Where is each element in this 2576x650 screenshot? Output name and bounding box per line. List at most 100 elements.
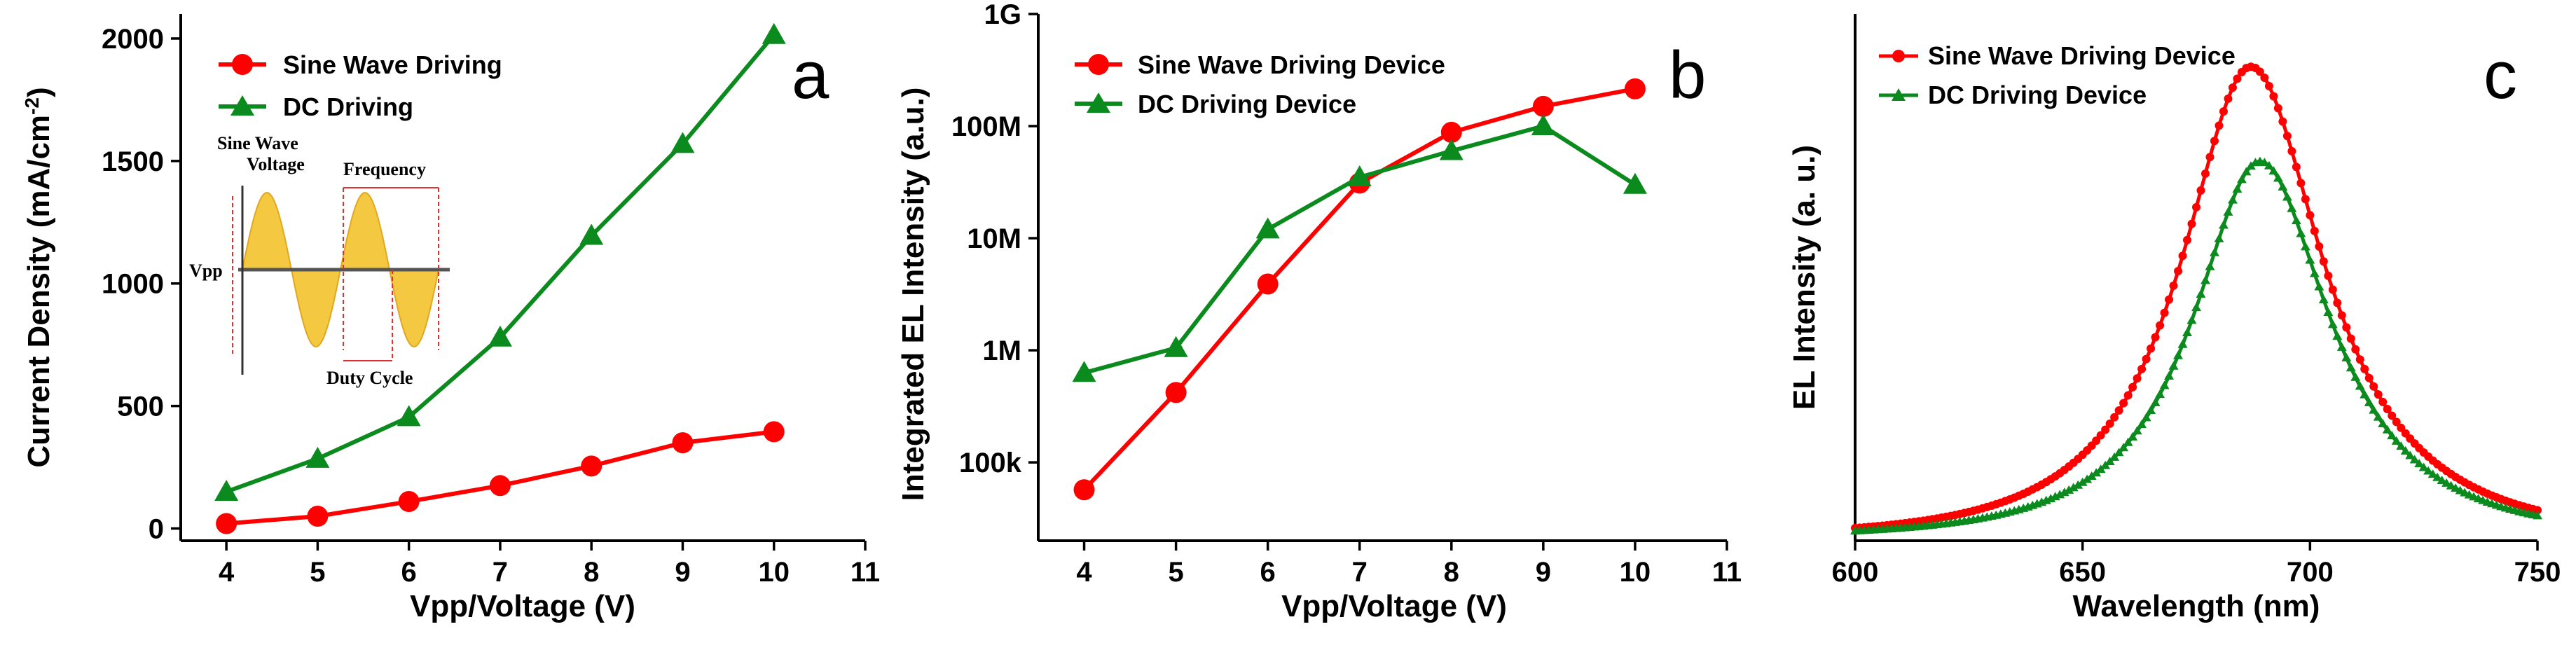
panel-b-x-tick-label: 5 (1168, 557, 1183, 588)
panel-c-point (2273, 173, 2283, 182)
panel-a-legend-sine: Sine Wave Driving (283, 50, 502, 79)
panel-b-point (1439, 139, 1463, 160)
panel-c-point (2342, 323, 2351, 332)
panel-c-point (2205, 261, 2215, 270)
panel-a-y-tick-label: 0 (149, 514, 164, 545)
panel-c-point (2224, 94, 2233, 103)
panel-c-point (2196, 289, 2206, 298)
panel-c-point (2174, 267, 2183, 276)
panel-a-point (307, 506, 329, 527)
panel-c-point (2332, 331, 2343, 340)
panel-c-point (2169, 281, 2178, 290)
panel-a-x-axis-title: Vpp/Voltage (V) (410, 589, 635, 623)
panel-c-point (2346, 334, 2355, 343)
panel-c-point (2119, 399, 2128, 408)
panel-c-point (2292, 162, 2301, 172)
panel-b-point (1623, 172, 1647, 194)
panel-b-point (1072, 361, 1096, 382)
panel-b-y-tick-label: 10M (967, 223, 1021, 254)
panel-c-point (2255, 67, 2264, 76)
panel-b-point (1257, 273, 1279, 295)
panel-c-legend-marker-sine (1892, 50, 1905, 62)
panel-c-point (2168, 361, 2179, 370)
panel-c-point (2260, 74, 2269, 83)
panel-c-point (2364, 397, 2374, 406)
panel-b-y-tick-label: 1G (984, 0, 1021, 30)
panel-c-point (2378, 397, 2388, 406)
panel-c-point (2423, 466, 2434, 475)
panel-c-point (2105, 457, 2115, 466)
panel-c-point (2278, 117, 2287, 126)
panel-c-point (2291, 216, 2301, 225)
panel-c-point (2391, 436, 2402, 445)
panel-a-x-tick-label: 4 (219, 557, 235, 588)
panel-c-point (2341, 352, 2352, 361)
panel-c-point (2355, 355, 2364, 364)
panel-a-point (581, 455, 602, 477)
panel-c-point (2245, 161, 2256, 170)
panel-c-point (2196, 186, 2205, 195)
panel-c-point (2215, 121, 2224, 130)
panel-c-point (2300, 242, 2310, 251)
panel-c-point (2310, 226, 2319, 235)
panel-c-point (2059, 488, 2069, 497)
panel-c-point (2141, 413, 2151, 422)
panel-a-point (672, 432, 694, 454)
panel-c-point (2346, 363, 2356, 372)
panel-c-point (2533, 506, 2542, 515)
panel-c-point (2405, 450, 2416, 459)
panel-c-point (2114, 448, 2124, 457)
panel-c-point (2382, 424, 2392, 434)
panel-c-point (2333, 298, 2342, 307)
panel-c-point (2324, 271, 2333, 280)
panel-a-point (670, 132, 695, 153)
panel-b-point (1073, 479, 1095, 501)
panel-a-point (305, 446, 330, 468)
panel-a-point (216, 513, 237, 534)
panel-c-point (2137, 420, 2147, 429)
panel-c-legend-marker-dc (1892, 88, 1906, 101)
panel-c-point (2110, 413, 2119, 422)
panel-c-point (2128, 431, 2138, 441)
panel-c-point (2210, 137, 2219, 146)
panel-c-point (2301, 195, 2310, 204)
panel-a-legend-dc: DC Driving (283, 92, 413, 121)
panel-c-point (2200, 275, 2210, 284)
panel-c-point (2073, 480, 2083, 489)
panel-c-point (2427, 469, 2438, 478)
panel-a-y-tick-label: 500 (117, 392, 164, 422)
panel-c-point (2273, 104, 2282, 113)
panel-c-point (2218, 220, 2229, 229)
panel-a-x-tick-label: 11 (850, 557, 880, 588)
panel-c-point (2360, 364, 2369, 373)
panel-c-point (2159, 380, 2170, 389)
panel-b-legend-marker-dc (1087, 92, 1110, 113)
panel-c-point (2209, 247, 2219, 256)
panel-c-point (2351, 345, 2360, 354)
panel-c-point (2142, 354, 2151, 364)
panel-b-y-axis-title: Integrated EL Intensity (a.u.) (896, 88, 930, 502)
panel-a-x-tick-label: 5 (310, 557, 325, 588)
panel-c-point (2373, 412, 2383, 421)
panel-a-point (214, 480, 239, 502)
panel-c-point (2336, 342, 2347, 351)
panel-c-point (2409, 455, 2420, 464)
panel-c-point (2173, 350, 2184, 359)
panel-b-point (1440, 121, 1462, 143)
panel-c-point (2147, 344, 2156, 353)
panel-c-point (2133, 374, 2142, 383)
panel-c-point (2369, 405, 2379, 414)
inset-label-vpp: Vpp (189, 261, 223, 281)
panel-c-point (2205, 153, 2215, 162)
panel-c-point (2191, 303, 2201, 312)
panel-c-point (2077, 477, 2088, 486)
panel-b-x-tick-label: 8 (1444, 557, 1459, 588)
panel-c-legend-sine: Sine Wave Driving Device (1928, 41, 2236, 70)
panel-c-x-tick-label: 700 (2287, 557, 2334, 588)
panel-c-x-tick-label: 650 (2059, 557, 2106, 588)
panel-c-x-tick-label: 600 (1832, 557, 1879, 588)
panel-c-point (2123, 437, 2133, 446)
panel-b-point (1347, 165, 1372, 187)
panel-c-point (2055, 490, 2065, 499)
